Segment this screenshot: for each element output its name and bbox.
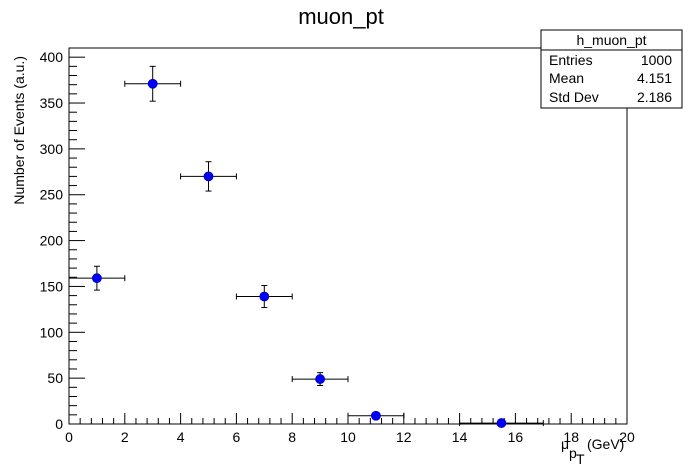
x-axis-title-main: μ (561, 436, 569, 452)
data-point-group (235, 285, 293, 309)
y-tick-label: 250 (40, 187, 64, 203)
y-axis-title: Number of Events (a.u.) (11, 56, 27, 205)
stats-mean-value: 4.151 (637, 70, 672, 86)
stats-entries-label: Entries (549, 52, 593, 68)
x-tick-label: 2 (121, 429, 129, 445)
x-tick-label: 18 (563, 429, 579, 445)
x-tick-label: 14 (452, 429, 468, 445)
data-point-marker (315, 374, 326, 384)
data-point-marker (370, 410, 381, 421)
data-point-marker (203, 171, 214, 182)
y-tick-label: 200 (40, 233, 64, 249)
data-point-marker (147, 78, 158, 89)
stats-stddev-label: Std Dev (549, 89, 599, 105)
y-tick-label: 300 (40, 141, 64, 157)
stats-box-title: h_muon_pt (576, 32, 646, 48)
data-point-group (291, 372, 349, 386)
y-tick-label: 350 (40, 95, 64, 111)
x-axis-title: μ p T (GeV) (561, 436, 624, 467)
x-axis-title-sub1: p (569, 445, 577, 461)
y-tick-label: 50 (47, 370, 63, 386)
axis-layer: 0 2 4 6 8 10 12 14 16 18 2005010015020025030035040… (40, 47, 635, 445)
x-tick-label: 0 (65, 429, 73, 445)
x-tick-label: 8 (288, 429, 296, 445)
x-tick-label: 6 (233, 429, 241, 445)
x-tick-label: 12 (396, 429, 412, 445)
y-tick-label: 0 (55, 416, 63, 432)
chart-title: muon_pt (298, 4, 384, 29)
marks-layer (68, 65, 544, 428)
stats-entries-value: 1000 (641, 52, 672, 68)
stats-box: h_muon_pt Entries 1000 Mean 4.151 Std De… (540, 29, 683, 109)
x-axis-title-sub2: T (576, 451, 585, 467)
x-tick-label: 10 (340, 429, 356, 445)
stats-stddev-value: 2.186 (637, 89, 672, 105)
data-point-marker (259, 291, 270, 302)
data-point-group (459, 418, 544, 428)
data-point-group (68, 265, 126, 291)
x-axis-title-unit: (GeV) (587, 436, 624, 452)
y-tick-label: 150 (40, 278, 64, 294)
x-tick-label: 20 (619, 429, 635, 445)
data-point-marker (92, 273, 102, 284)
data-point-marker (496, 418, 507, 428)
data-point-group (124, 65, 182, 102)
x-tick-label: 16 (508, 429, 524, 445)
stats-box-frame (540, 29, 683, 109)
x-tick-label: 4 (177, 429, 185, 445)
stats-mean-label: Mean (549, 70, 584, 86)
data-point-group (347, 410, 405, 421)
data-point-group (180, 161, 237, 192)
y-tick-label: 100 (40, 324, 64, 340)
y-tick-label: 400 (40, 49, 64, 65)
